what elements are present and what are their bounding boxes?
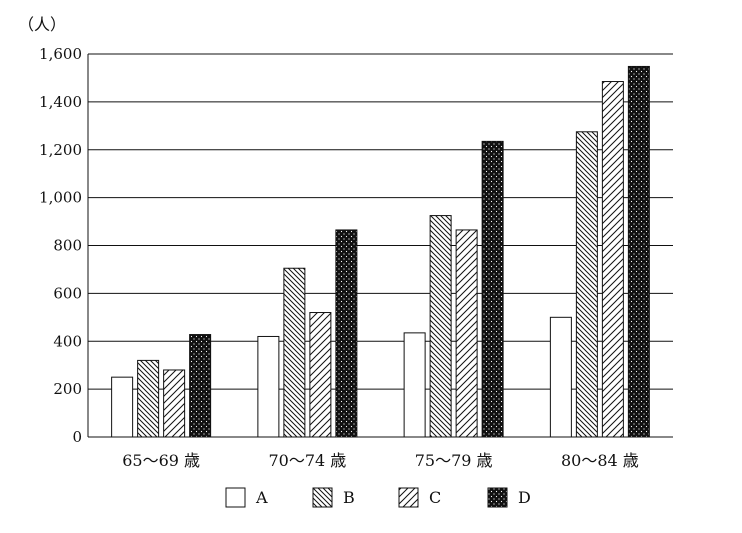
bar-B-3: [429, 215, 452, 438]
bar-B-1: [137, 359, 160, 438]
bar-A-4: [549, 316, 572, 438]
y-tick-label: 0: [72, 428, 82, 446]
y-tick-label: 200: [53, 380, 82, 398]
bar-A-1: [111, 376, 134, 438]
legend-swatch-C: [398, 487, 419, 508]
x-tick-label: 80～84 歳: [561, 451, 639, 470]
gridlines: [88, 53, 673, 390]
y-tick-label: 1,000: [39, 189, 82, 207]
bar-D-2: [335, 229, 358, 438]
legend-swatch-A: [225, 487, 246, 508]
bar-B-2: [283, 267, 306, 438]
legend-swatch-B: [312, 487, 333, 508]
bars: [111, 65, 650, 438]
bar-C-1: [163, 369, 186, 438]
legend-label: C: [429, 488, 441, 507]
y-unit-label: （人）: [18, 15, 66, 34]
legend-label: B: [343, 488, 355, 507]
legend-label: A: [255, 488, 268, 507]
x-tick-label: 75～79 歳: [415, 451, 493, 470]
bar-B-4: [575, 131, 598, 438]
bar-A-2: [257, 335, 280, 438]
y-tick-label: 600: [53, 284, 82, 302]
bar-C-4: [601, 81, 624, 438]
y-tick-label: 1,400: [39, 93, 82, 111]
y-axis-ticks: 0 200 400 600 800 1,000 1,200 1,400 1,600: [39, 45, 82, 446]
y-tick-label: 800: [53, 237, 82, 255]
bar-A-3: [403, 332, 426, 438]
x-tick-label: 70～74 歳: [268, 451, 346, 470]
y-tick-label: 1,600: [39, 45, 82, 63]
legend-swatch-D: [487, 487, 508, 508]
y-tick-label: 1,200: [39, 141, 82, 159]
bar-C-3: [455, 229, 478, 438]
x-axis-labels: 65～69 歳 70～74 歳 75～79 歳 80～84 歳: [122, 451, 639, 470]
bar-D-4: [627, 65, 650, 438]
legend-label: D: [518, 488, 531, 507]
x-tick-label: 65～69 歳: [122, 451, 200, 470]
bar-D-1: [189, 334, 212, 438]
bar-C-2: [309, 312, 332, 438]
y-tick-label: 400: [53, 332, 82, 350]
legend: A B C D: [225, 487, 531, 508]
bar-D-3: [481, 140, 504, 438]
